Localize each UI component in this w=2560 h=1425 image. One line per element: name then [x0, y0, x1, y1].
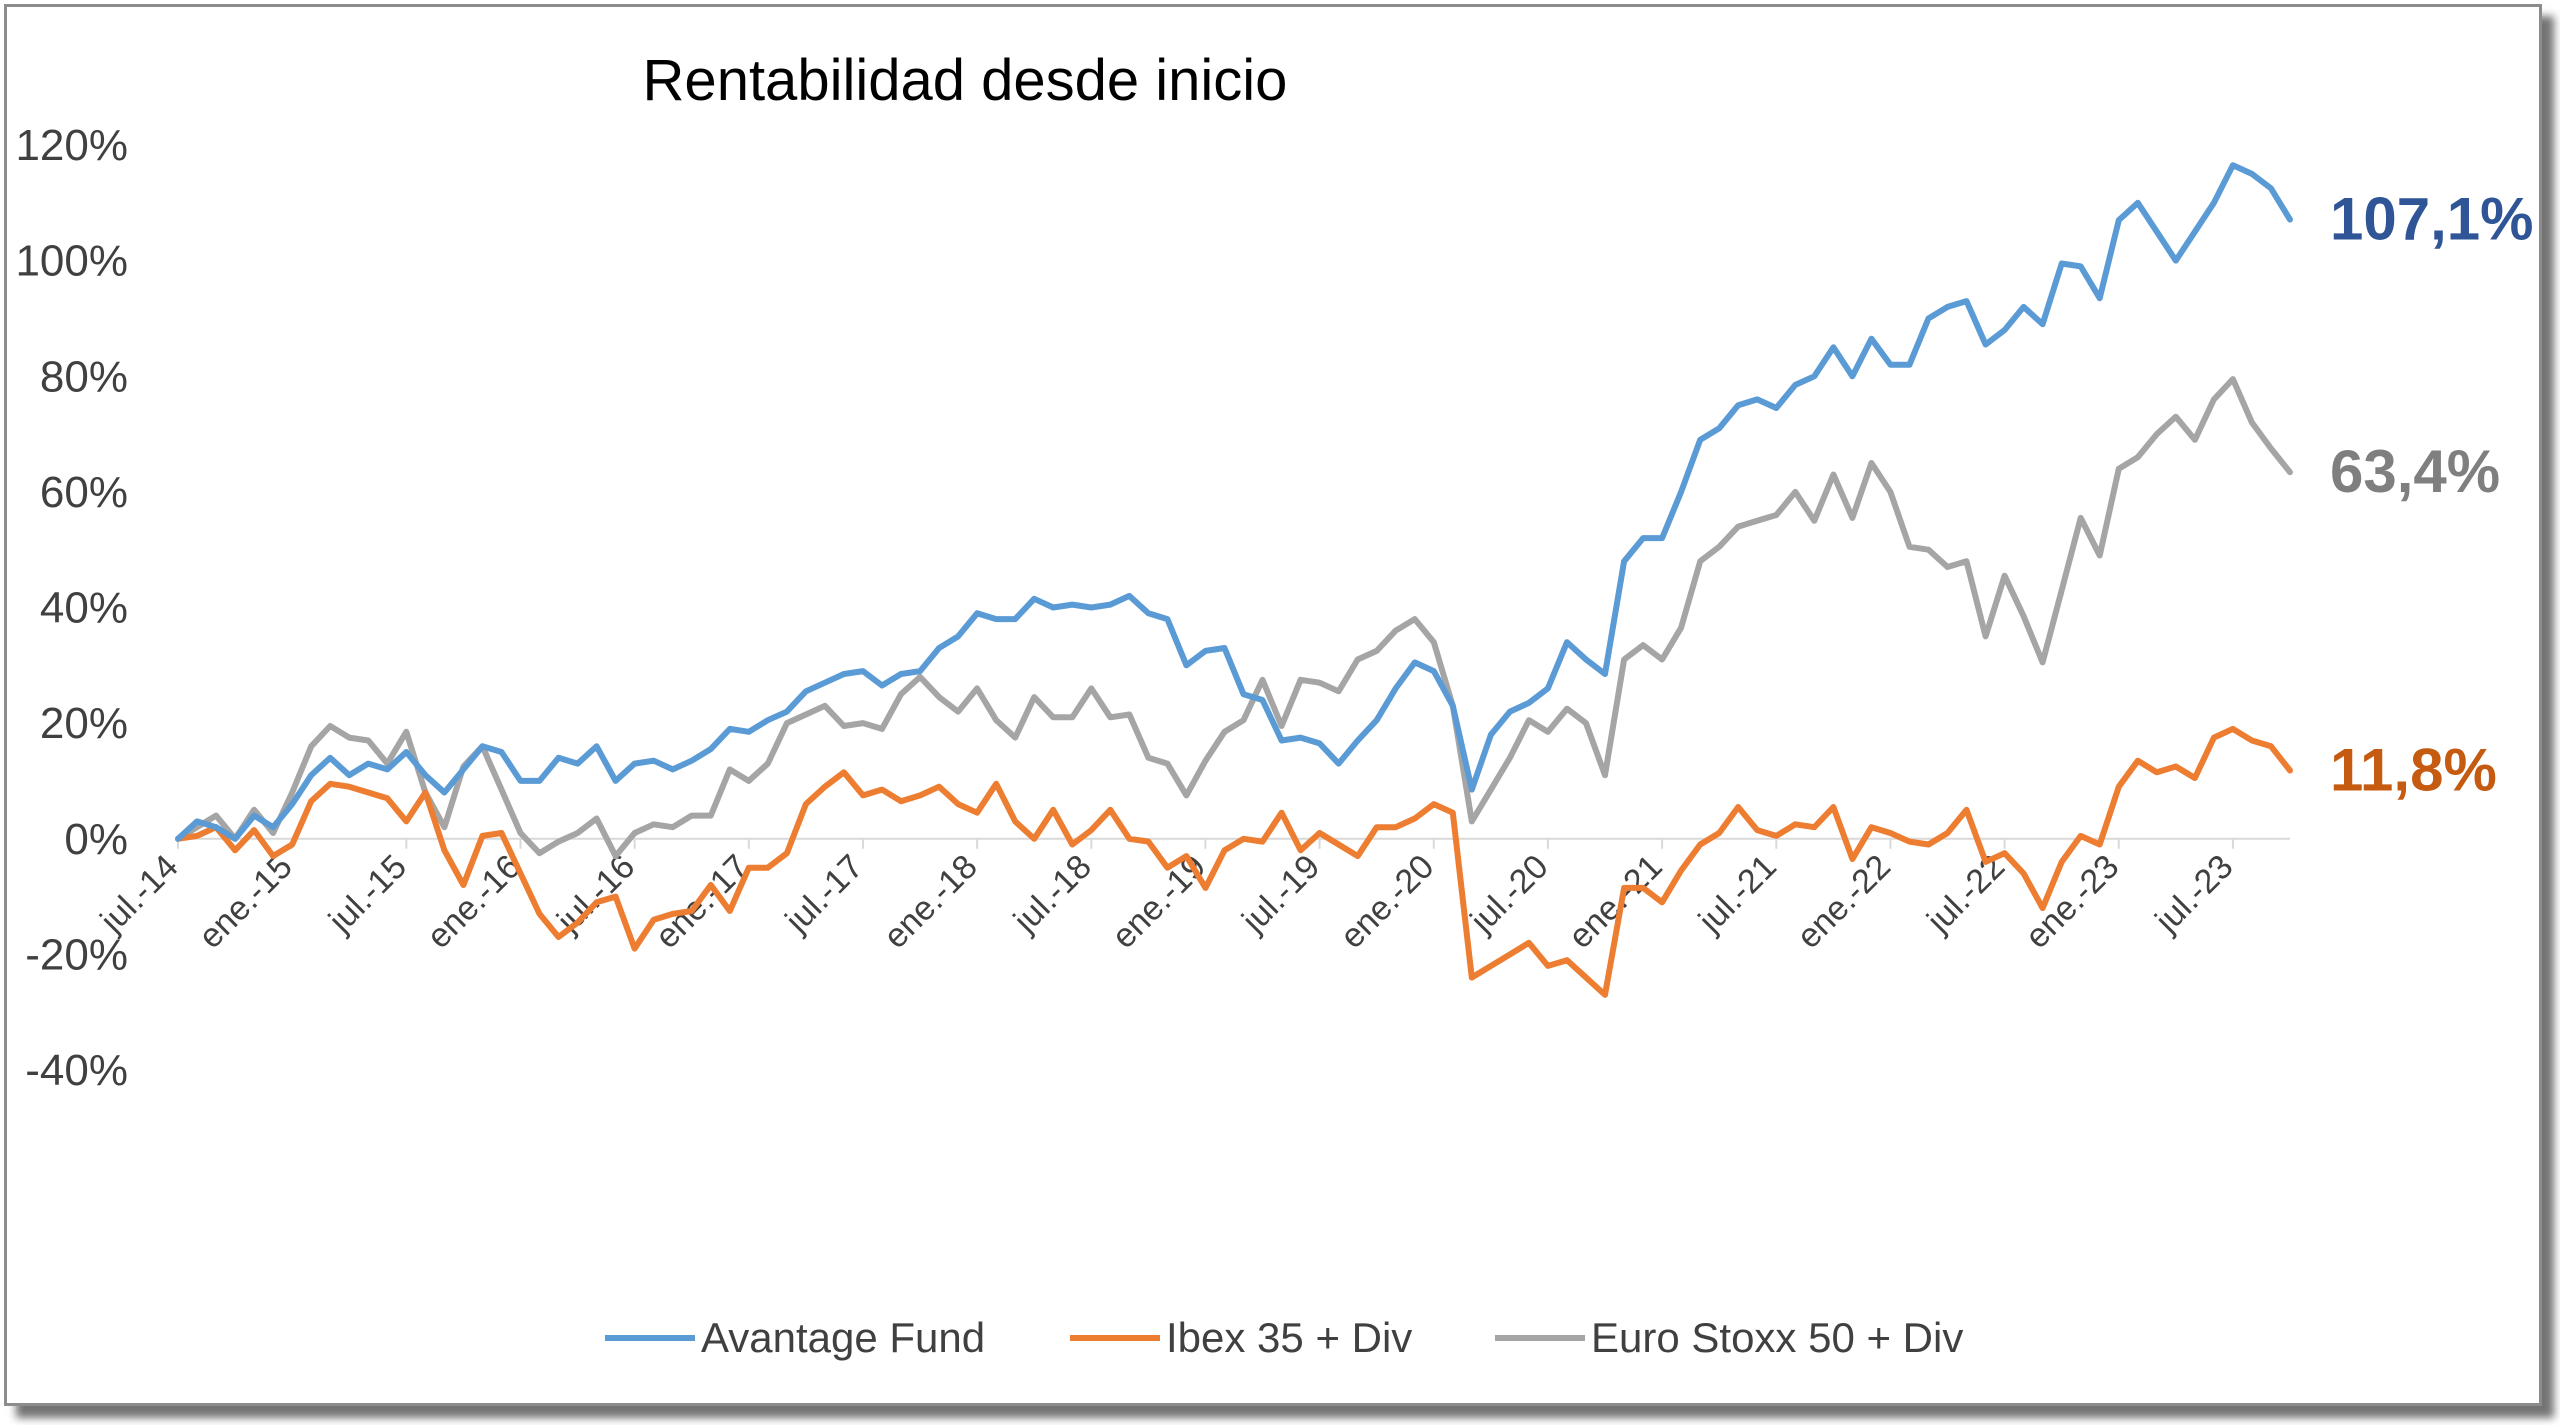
y-tick-label: -20%: [25, 930, 128, 979]
x-tick-label: jul.-21: [1691, 848, 1784, 941]
x-tick-label: ene.-19: [1105, 848, 1213, 956]
x-axis-ticks: jul.-14 ene.-15 jul.-15 ene.-16 jul.-16 ene.-…: [93, 838, 2241, 956]
x-tick-label: jul.-22: [1919, 848, 2012, 941]
x-tick-label: jul.-23: [2148, 848, 2241, 941]
series-line-avantage-fund: [175, 162, 2293, 842]
series-line-ibex-35-div: [175, 725, 2293, 998]
y-tick-label: -40%: [25, 1046, 128, 1095]
x-tick-label: ene.-20: [1333, 848, 1441, 956]
legend-label: Avantage Fund: [701, 1314, 985, 1361]
y-tick-label: 0%: [64, 815, 128, 864]
x-tick-label: jul.-18: [1006, 848, 1099, 941]
end-label: 11,8%: [2330, 737, 2497, 804]
y-tick-label: 20%: [40, 699, 128, 748]
x-tick-label: ene.-15: [191, 848, 299, 956]
y-tick-label: 80%: [40, 352, 128, 401]
legend-label: Euro Stoxx 50 + Div: [1591, 1314, 1963, 1361]
series-lines: [175, 162, 2293, 998]
x-tick-label: ene.-17: [648, 848, 756, 956]
x-tick-label: jul.-17: [778, 848, 871, 941]
x-tick-label: ene.-18: [876, 848, 984, 956]
x-tick-label: ene.-22: [1790, 848, 1898, 956]
x-tick-label: jul.-20: [1463, 848, 1556, 941]
x-tick-label: jul.-15: [321, 848, 414, 941]
y-tick-label: 40%: [40, 584, 128, 633]
legend-label: Ibex 35 + Div: [1166, 1314, 1412, 1361]
y-axis-ticks: 120% 100% 80% 60% 40% 20% 0% -20% -40%: [15, 121, 128, 1095]
legend: Avantage Fund Ibex 35 + Div Euro Stoxx 50 …: [605, 1314, 1963, 1361]
y-tick-label: 120%: [15, 121, 128, 170]
chart-title: Rentabilidad desde inicio: [643, 48, 1288, 113]
y-tick-label: 100%: [15, 237, 128, 286]
end-value-labels: 107,1% 11,8% 63,4%: [2330, 186, 2534, 804]
x-tick-label: ene.-23: [2018, 848, 2126, 956]
x-tick-label: jul.-19: [1234, 848, 1327, 941]
y-tick-label: 60%: [40, 468, 128, 517]
end-label: 63,4%: [2330, 438, 2500, 505]
series-line-euro-stoxx-50-div: [175, 376, 2293, 860]
end-label: 107,1%: [2330, 186, 2534, 253]
